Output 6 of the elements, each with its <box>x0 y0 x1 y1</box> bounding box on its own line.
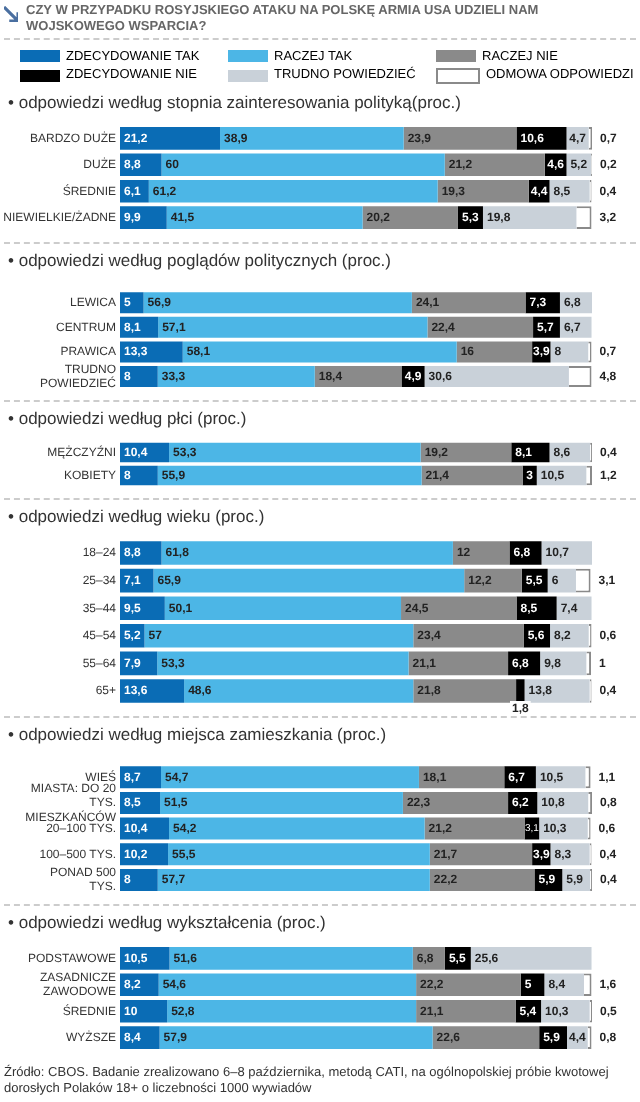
chart-title: • odpowiedzi według miejsca zamieszkania (proc.) <box>8 723 387 744</box>
chart-title: • odpowiedzi według poglądów politycznych (proc.) <box>8 249 391 270</box>
chart-subtitle: • odpowiedzi według stopnia zainteresowania polityką(proc.) <box>8 91 461 112</box>
chart-title: • odpowiedzi według wykształcenia (proc.) <box>8 911 326 932</box>
chart-title: • odpowiedzi według płci (proc.) <box>8 407 247 428</box>
chart-title: • odpowiedzi według wieku (proc.) <box>8 505 265 526</box>
